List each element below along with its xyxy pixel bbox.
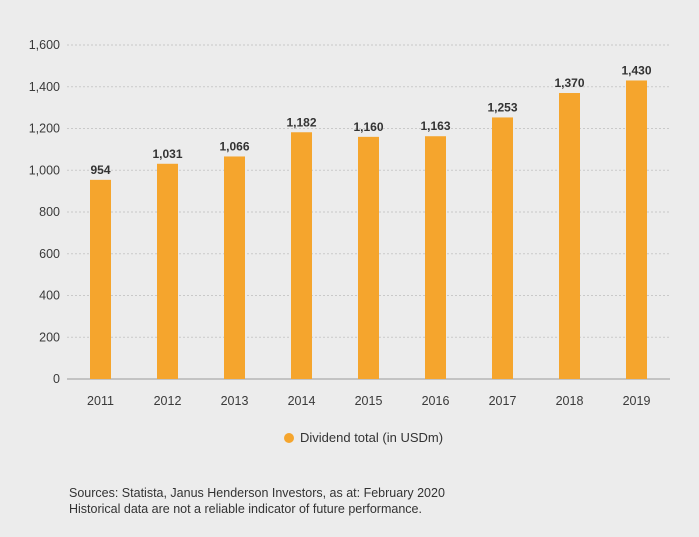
x-tick-label: 2016 (422, 394, 450, 408)
legend-swatch-icon (284, 432, 294, 443)
bar (358, 136, 379, 379)
x-tick-label: 2019 (623, 394, 651, 408)
data-label: 1,066 (219, 139, 249, 153)
bar (559, 93, 580, 379)
bar (90, 179, 111, 379)
x-tick-label: 2014 (288, 394, 316, 408)
y-tick-label: 1,600 (29, 38, 60, 52)
bar (291, 132, 312, 379)
y-tick-label: 0 (53, 372, 60, 386)
data-label: 1,370 (554, 76, 584, 90)
bar-chart: 0 200 400 600 800 1,000 1,200 1,400 1,600 954 2011… (29, 38, 670, 408)
x-tick-label: 2011 (87, 394, 114, 408)
chart-footer: Sources: Statista, Janus Henderson Inves… (69, 485, 445, 517)
x-tick-label: 2013 (221, 394, 249, 408)
y-tick-label: 1,200 (29, 122, 60, 136)
bar (492, 117, 513, 379)
y-tick-label: 800 (39, 205, 60, 219)
bar (157, 163, 178, 379)
data-label: 1,031 (152, 147, 182, 161)
x-tick-label: 2017 (489, 394, 517, 408)
bar (224, 156, 245, 379)
data-label: 1,160 (353, 120, 383, 134)
data-label: 1,430 (621, 63, 651, 77)
x-tick-label: 2018 (556, 394, 584, 408)
y-tick-label: 1,400 (29, 80, 60, 94)
y-tick-label: 400 (39, 289, 60, 303)
data-label: 954 (90, 163, 110, 177)
bar (425, 136, 446, 379)
y-tick-label: 200 (39, 330, 60, 344)
x-tick-label: 2015 (355, 394, 383, 408)
data-label: 1,163 (420, 119, 450, 133)
x-tick-label: 2012 (154, 394, 182, 408)
bar (626, 80, 647, 380)
y-tick-label: 600 (39, 247, 60, 261)
y-tick-label: 1,000 (29, 163, 60, 177)
data-label: 1,182 (286, 115, 316, 129)
sources-note: Sources: Statista, Janus Henderson Inves… (69, 486, 445, 500)
disclaimer-note: Historical data are not a reliable indic… (69, 502, 422, 516)
chart-legend: Dividend total (in USDm) (284, 430, 443, 445)
legend-label: Dividend total (in USDm) (300, 430, 444, 445)
data-label: 1,253 (487, 100, 517, 114)
